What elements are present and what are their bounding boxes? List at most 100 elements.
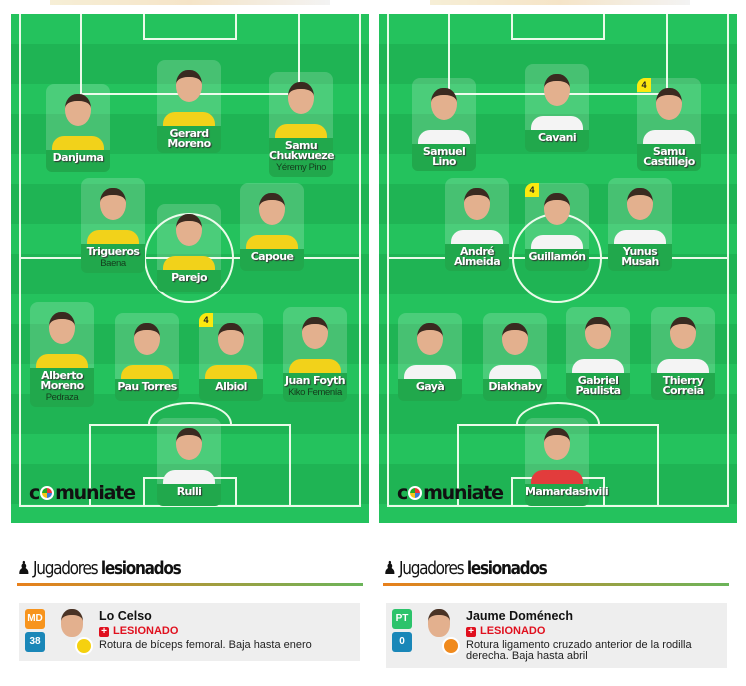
player-card[interactable]: 4 Samu Castillejo <box>637 78 701 171</box>
player-photo: 4 <box>199 313 263 379</box>
injury-description: Rotura de bíceps femoral. Baja hasta ene… <box>99 639 312 651</box>
player-card[interactable]: Pau Torres <box>115 313 179 401</box>
player-card[interactable]: Trigueros Baena <box>81 178 145 273</box>
player-photo <box>30 302 94 368</box>
player-name[interactable]: Lo Celso <box>99 609 152 623</box>
player-card[interactable]: Thierry Correia <box>651 307 715 400</box>
player-name[interactable]: Guillamón <box>528 250 586 263</box>
player-photo: 4 <box>525 183 589 249</box>
player-name[interactable]: Pau Torres <box>117 380 177 393</box>
player-name[interactable]: Paulista <box>575 384 622 397</box>
player-photo <box>157 204 221 270</box>
player-name[interactable]: Danjuma <box>52 151 104 164</box>
player-name[interactable]: Rulli <box>176 485 202 498</box>
player-name[interactable]: Juan Foyth <box>285 374 346 387</box>
player-photo: 4 <box>637 78 701 144</box>
player-card[interactable]: Parejo <box>157 204 221 292</box>
player-card[interactable]: Diakhaby <box>483 313 547 401</box>
player-name[interactable]: Alberto <box>41 369 83 382</box>
points-badge: 38 <box>25 632 45 652</box>
player-name[interactable]: Jaume Doménech <box>466 609 573 623</box>
player-name[interactable]: Mamardashvili <box>525 485 609 498</box>
player-name[interactable]: Chukwueze <box>269 149 335 162</box>
position-badge: PT <box>392 609 412 629</box>
alternative-player[interactable]: Pedraza <box>45 392 79 403</box>
player-card[interactable]: Samuel Lino <box>412 78 476 171</box>
injured-heading: ♟ Jugadores lesionados <box>17 558 182 579</box>
jornadas-badge: 4 <box>525 183 539 197</box>
player-name[interactable]: Samu <box>652 145 686 158</box>
injured-section-left: ♟ Jugadores lesionados MD 38 Lo Celso + L… <box>17 558 363 661</box>
status-label: + LESIONADO <box>99 625 352 637</box>
player-card[interactable]: André Almeida <box>445 178 509 271</box>
doctor-icon: ♟ <box>17 558 31 579</box>
player-card[interactable]: Rulli <box>157 418 221 506</box>
player-card[interactable]: Cavani <box>525 64 589 152</box>
player-card[interactable]: Gerard Moreno <box>157 60 221 153</box>
injured-player-card[interactable]: PT 0 Jaume Doménech + LESIONADO Rotura li… <box>386 603 727 668</box>
player-name[interactable]: Gayà <box>415 380 445 393</box>
alternative-player[interactable]: Kiko Femenía <box>288 387 342 398</box>
injured-player-card[interactable]: MD 38 Lo Celso + LESIONADO Rotura de bíce… <box>19 603 360 661</box>
player-name[interactable]: Gerard <box>169 127 209 140</box>
player-photo <box>398 313 462 379</box>
player-photo <box>81 178 145 244</box>
player-card[interactable]: Danjuma <box>46 84 110 172</box>
player-name[interactable]: Gabriel <box>577 374 619 387</box>
player-name[interactable]: Castillejo <box>643 155 695 168</box>
injured-section-right: ♟ Jugadores lesionados PT 0 Jaume Doméne… <box>383 558 729 668</box>
player-photo <box>412 78 476 144</box>
player-name[interactable]: Samu <box>284 139 318 152</box>
player-name[interactable]: Yunus <box>622 245 658 258</box>
player-photo <box>525 418 589 484</box>
player-name[interactable]: Parejo <box>171 271 207 284</box>
player-name[interactable]: André <box>459 245 495 258</box>
player-photo <box>157 60 221 126</box>
pitch-valencia: c muniate Samuel Lino Cavani 4 Samu Castillejo A… <box>379 14 737 523</box>
points-badge: 0 <box>392 632 412 652</box>
player-photo <box>46 84 110 150</box>
cross-icon: + <box>99 627 109 637</box>
player-name[interactable]: Musah <box>621 255 659 268</box>
player-card[interactable]: 4 Guillamón <box>525 183 589 271</box>
alternative-player[interactable]: Baena <box>100 258 126 269</box>
player-card[interactable]: Alberto Moreno Pedraza <box>30 302 94 407</box>
player-name[interactable]: Albiol <box>215 380 247 393</box>
player-name[interactable]: Correia <box>662 384 705 397</box>
player-photo <box>157 418 221 484</box>
cross-icon: + <box>466 627 476 637</box>
player-card[interactable]: Gayà <box>398 313 462 401</box>
top-banner-fragment <box>50 0 330 5</box>
player-card[interactable]: Samu Chukwueze Yéremy Pino <box>269 72 335 177</box>
goal-area-top <box>143 14 237 40</box>
player-name[interactable]: Moreno <box>40 379 84 392</box>
player-card[interactable]: Juan Foyth Kiko Femenía <box>283 307 347 402</box>
player-name[interactable]: Trigueros <box>86 245 140 258</box>
player-name[interactable]: Samuel <box>422 145 466 158</box>
player-name[interactable]: Moreno <box>167 137 211 150</box>
player-photo <box>283 307 347 373</box>
player-name[interactable]: Diakhaby <box>488 380 542 393</box>
player-card[interactable]: 4 Albiol <box>199 313 263 401</box>
player-photo <box>115 313 179 379</box>
player-photo <box>424 607 460 655</box>
player-photo <box>269 72 333 138</box>
alternative-player[interactable]: Yéremy Pino <box>276 162 326 173</box>
player-card[interactable]: Mamardashvili <box>525 418 609 506</box>
player-name[interactable]: Capoue <box>250 250 294 263</box>
player-photo <box>608 178 672 244</box>
heading-underline <box>17 583 363 586</box>
position-badge: MD <box>25 609 45 629</box>
player-name[interactable]: Almeida <box>453 255 501 268</box>
player-card[interactable]: Gabriel Paulista <box>566 307 630 400</box>
player-name[interactable]: Lino <box>432 155 456 168</box>
jornadas-badge: 4 <box>637 78 651 92</box>
player-card[interactable]: Capoue <box>240 183 304 271</box>
player-name[interactable]: Cavani <box>537 131 577 144</box>
goal-area-top <box>511 14 605 40</box>
player-photo <box>525 64 589 130</box>
player-name[interactable]: Thierry <box>662 374 704 387</box>
pitch-villarreal: c muniate Danjuma Gerard Moreno Samu Chukwueze… <box>11 14 369 523</box>
player-card[interactable]: Yunus Musah <box>608 178 672 271</box>
player-photo <box>240 183 304 249</box>
